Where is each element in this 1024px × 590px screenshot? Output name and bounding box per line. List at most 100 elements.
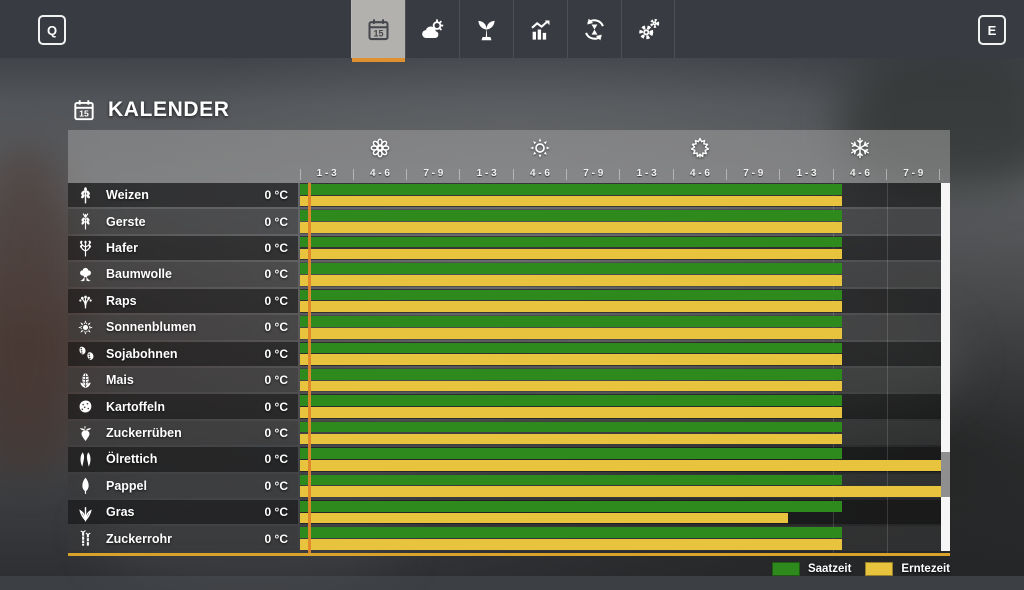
- crop-germination-temp: 0 °C: [264, 426, 288, 440]
- crop-period-chart: [300, 288, 950, 314]
- crop-name: Gerste: [106, 214, 146, 229]
- crop-germination-temp: 0 °C: [264, 399, 288, 414]
- crop-period-chart: [300, 209, 950, 234]
- crop-name: Zuckerrohr: [106, 531, 172, 546]
- crop-row-hafer[interactable]: Hafer 0 °C: [68, 235, 950, 262]
- period-label: 4 - 6: [672, 163, 726, 183]
- period-label: 4 - 6: [352, 163, 406, 183]
- crop-row-gerste[interactable]: Gerste 0 °C: [68, 209, 950, 235]
- period-label: 1 - 3: [299, 163, 353, 183]
- crop-name: Baumwolle: [106, 267, 172, 282]
- seed-time-bar: [300, 263, 842, 274]
- crop-row-ölrettich[interactable]: Ölrettich 0 °C: [68, 447, 950, 473]
- legend-item-saatzeit: Saatzeit: [771, 561, 852, 576]
- snowflake-icon: [848, 136, 872, 160]
- barley-icon: [76, 212, 95, 231]
- seed-time-bar: [300, 448, 842, 459]
- seed-time-bar: [300, 289, 842, 301]
- key-hint-q[interactable]: Q: [38, 15, 66, 45]
- crop-period-chart: [300, 500, 950, 525]
- crop-row-gras[interactable]: Gras 0 °C: [68, 500, 950, 526]
- svg-text:15: 15: [373, 28, 383, 38]
- sugarbeet-icon: [76, 424, 95, 443]
- crop-label-cell: Kartoffeln 0 °C: [68, 394, 298, 419]
- crop-row-kartoffeln[interactable]: Kartoffeln 0 °C: [68, 394, 950, 420]
- harvest-time-bar: [300, 354, 842, 365]
- crop-name: Sojabohnen: [106, 346, 178, 361]
- tab-calendar[interactable]: 15: [351, 0, 405, 62]
- key-hint-e[interactable]: E: [978, 15, 1006, 45]
- scrollbar-thumb[interactable]: [941, 452, 950, 497]
- tab-weather[interactable]: [405, 0, 459, 58]
- period-label: 7 - 9: [406, 163, 460, 183]
- crop-row-zuckerrohr[interactable]: Zuckerrohr 0 °C: [68, 526, 950, 552]
- period-label: 7 - 9: [726, 163, 780, 183]
- current-day-marker: [308, 183, 311, 553]
- tab-crops[interactable]: [459, 0, 513, 58]
- sun-icon: [528, 136, 552, 160]
- gear-icon: [635, 16, 662, 43]
- period-label: 4 - 6: [512, 163, 566, 183]
- legend-label: Saatzeit: [807, 562, 852, 575]
- crop-period-chart: [300, 473, 950, 499]
- plant-icon: [473, 16, 500, 43]
- column-grid-line: [833, 183, 834, 553]
- crop-name: Gras: [106, 505, 135, 520]
- legend-swatch: [771, 561, 800, 576]
- crop-name: Sonnenblumen: [106, 320, 197, 335]
- legend-item-erntezeit: Erntezeit: [865, 561, 950, 576]
- legend-swatch: [865, 561, 894, 576]
- crop-row-raps[interactable]: Raps 0 °C: [68, 288, 950, 315]
- potato-icon: [76, 397, 95, 416]
- harvest-time-bar: [300, 327, 842, 339]
- crop-rows-list: Weizen 0 °C Gerste 0 °C Hafer 0 °C Baumwolle 0 …: [68, 183, 950, 553]
- column-grid-line: [887, 183, 888, 553]
- corn-icon: [76, 371, 95, 390]
- top-navigation-bar: Q 15 E: [0, 0, 1024, 62]
- crop-germination-temp: 0 °C: [264, 531, 288, 546]
- crop-row-baumwolle[interactable]: Baumwolle 0 °C: [68, 262, 950, 288]
- seed-time-bar: [300, 236, 842, 248]
- sunflower-icon: [76, 318, 95, 337]
- crop-row-pappel[interactable]: Pappel 0 °C: [68, 473, 950, 500]
- crop-period-chart: [300, 367, 950, 393]
- oilradish-icon: [76, 450, 95, 469]
- crop-row-sojabohnen[interactable]: Sojabohnen 0 °C: [68, 341, 950, 368]
- harvest-time-bar: [300, 301, 842, 313]
- crop-period-chart: [300, 447, 950, 472]
- harvest-time-bar: [300, 195, 842, 207]
- crop-rows-area: Weizen 0 °C Gerste 0 °C Hafer 0 °C Baumwolle 0 …: [68, 183, 950, 553]
- scene-blur-building: [0, 150, 80, 470]
- seed-time-bar: [300, 342, 842, 354]
- period-label: 1 - 3: [779, 163, 833, 183]
- crop-row-mais[interactable]: Mais 0 °C: [68, 367, 950, 394]
- crop-period-chart: [300, 526, 950, 551]
- season-spring: [300, 134, 460, 162]
- season-summer: [460, 134, 620, 162]
- crop-row-zuckerrüben[interactable]: Zuckerrüben 0 °C: [68, 420, 950, 447]
- wheat-icon: [76, 186, 95, 205]
- seed-time-bar: [300, 395, 842, 406]
- crop-label-cell: Weizen 0 °C: [68, 183, 298, 208]
- tab-statistics[interactable]: [513, 0, 567, 58]
- crop-germination-temp: 0 °C: [264, 267, 288, 282]
- scrollbar[interactable]: [941, 183, 950, 551]
- harvest-time-bar: [300, 222, 842, 233]
- oat-icon: [76, 239, 95, 258]
- soybean-icon: [76, 344, 95, 363]
- crop-name: Ölrettich: [106, 452, 158, 467]
- crop-germination-temp: 0 °C: [264, 505, 288, 520]
- harvest-time-bar: [300, 380, 842, 392]
- period-label: 1 - 3: [459, 163, 513, 183]
- crop-row-weizen[interactable]: Weizen 0 °C: [68, 183, 950, 209]
- crop-label-cell: Zuckerrüben 0 °C: [68, 420, 298, 446]
- tab-settings[interactable]: [621, 0, 675, 58]
- crop-name: Hafer: [106, 241, 138, 256]
- crop-label-cell: Sojabohnen 0 °C: [68, 341, 298, 366]
- maple-leaf-icon: [688, 136, 712, 160]
- tab-seasons-cycle[interactable]: [567, 0, 621, 58]
- crop-label-cell: Raps 0 °C: [68, 288, 298, 314]
- crop-row-sonnenblumen[interactable]: Sonnenblumen 0 °C: [68, 315, 950, 341]
